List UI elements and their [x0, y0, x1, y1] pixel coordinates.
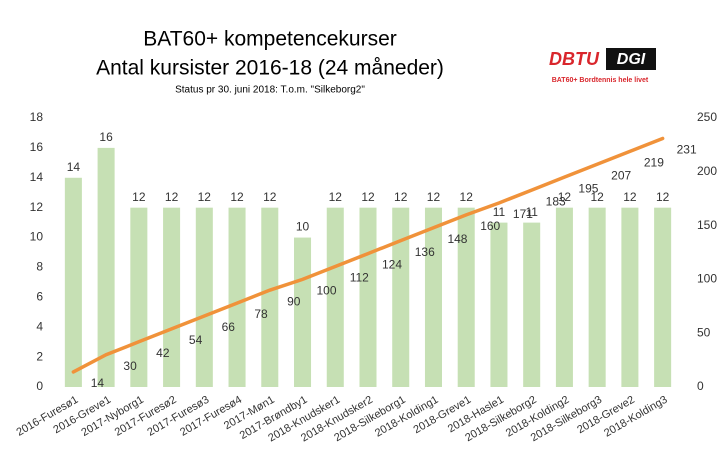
bar [457, 207, 475, 387]
y-tick-label: 12 [30, 200, 44, 214]
bar [64, 177, 82, 387]
y-tick-label: 6 [36, 290, 43, 304]
bar [228, 207, 246, 387]
y-tick-label: 16 [30, 140, 44, 154]
y2-tick-label: 200 [697, 164, 717, 178]
line-label: 90 [287, 294, 301, 308]
bar-label: 12 [590, 190, 604, 204]
bar-label: 12 [230, 190, 244, 204]
y2-tick-label: 0 [697, 379, 704, 393]
y-tick-label: 8 [36, 260, 43, 274]
line-label: 78 [254, 307, 268, 321]
y-tick-label: 18 [30, 110, 44, 124]
y2-tick-label: 150 [697, 218, 717, 232]
bar [654, 207, 672, 387]
bar [621, 207, 639, 387]
bar [523, 222, 541, 387]
line-label: 14 [91, 376, 105, 390]
y2-tick-label: 50 [697, 325, 711, 339]
line-label: 219 [644, 156, 664, 170]
bar-label: 14 [67, 160, 81, 174]
bar [588, 207, 606, 387]
logo-tagline: BAT60+ Bordtennis hele livet [552, 77, 649, 84]
bar-label: 12 [263, 190, 277, 204]
line-label: 136 [415, 245, 435, 259]
line [71, 136, 665, 374]
line-label: 148 [447, 232, 467, 246]
line-label: 66 [222, 320, 236, 334]
y-tick-label: 0 [36, 379, 43, 393]
bar [359, 207, 377, 387]
line-label: 207 [611, 168, 631, 182]
bar [326, 207, 344, 387]
bar [261, 207, 279, 387]
bar-label: 12 [361, 190, 375, 204]
line-label: 171 [513, 207, 533, 221]
bar-label: 12 [198, 190, 212, 204]
bar-label: 10 [296, 220, 310, 234]
bar [555, 207, 573, 387]
bar [97, 147, 115, 387]
bar-label: 12 [132, 190, 146, 204]
bar [424, 207, 442, 387]
bar-label: 12 [165, 190, 179, 204]
bar-label: 12 [394, 190, 408, 204]
y-tick-label: 2 [36, 349, 43, 363]
bar [195, 207, 213, 387]
bar [490, 222, 508, 387]
bar-label: 12 [558, 190, 572, 204]
y2-tick-label: 100 [697, 272, 717, 286]
logo-right: DGI [617, 51, 646, 68]
line-label: 112 [350, 271, 369, 285]
line-label: 231 [677, 143, 697, 157]
line-label: 195 [578, 181, 598, 195]
bar [392, 207, 410, 387]
bar-label: 11 [493, 205, 506, 219]
bar-label: 16 [99, 130, 113, 144]
bar-label: 12 [460, 190, 474, 204]
line-label: 160 [480, 219, 500, 233]
line-label: 100 [317, 284, 337, 298]
y-tick-label: 14 [30, 170, 44, 184]
line-label: 183 [546, 194, 566, 208]
bar [294, 237, 312, 387]
logo-bg [545, 48, 603, 70]
line-label: 54 [189, 333, 203, 347]
bar-label: 12 [329, 190, 343, 204]
bar-label: 11 [525, 205, 538, 219]
chart-subtitle: Antal kursister 2016-18 (24 måneder) [96, 57, 444, 80]
bar [163, 207, 181, 387]
line-label: 30 [123, 359, 137, 373]
logo-box [606, 48, 656, 70]
y-tick-label: 4 [36, 319, 43, 333]
y2-tick-label: 250 [697, 110, 717, 124]
y-tick-label: 10 [30, 230, 44, 244]
bar-label: 12 [623, 190, 637, 204]
chart-title: BAT60+ kompetencekurser [143, 28, 397, 51]
bar-label: 12 [656, 190, 670, 204]
chart-note: Status pr 30. juni 2018: T.o.m. "Silkebo… [175, 85, 365, 96]
logo-left: DBTU [549, 49, 600, 69]
line-label: 42 [156, 346, 170, 360]
line-label: 124 [382, 258, 402, 272]
bar-label: 12 [427, 190, 441, 204]
logo: DBTU DGI BAT60+ Bordtennis hele livet [545, 48, 656, 84]
